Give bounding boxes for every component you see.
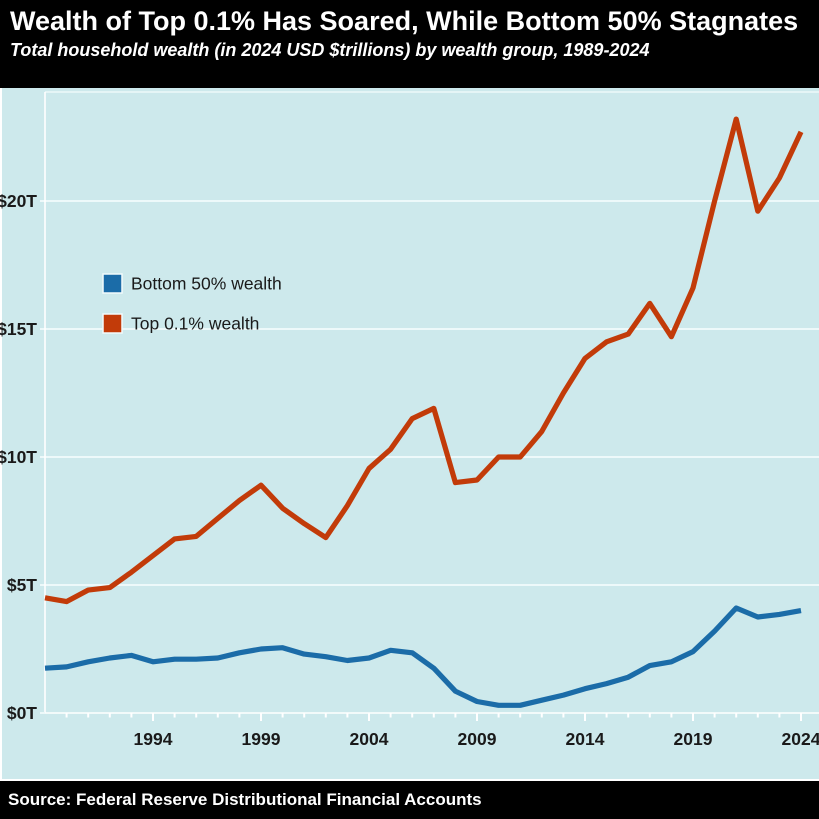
- y-axis-label-$5T: $5T: [7, 575, 37, 595]
- line-series-top01-wealth: [44, 116, 804, 605]
- legend-swatch-bottom50: [102, 273, 123, 294]
- chart-plot-area: 1994 1999 2004 2009 2014 2019 2024 $0T $5T $10T $1…: [0, 88, 819, 779]
- y-axis-label-$15T: $15T: [0, 319, 37, 339]
- legend-label-bottom50: Bottom 50% wealth: [131, 274, 282, 294]
- x-axis-label-1994: 1994: [134, 729, 173, 749]
- x-axis-label-2009: 2009: [458, 729, 497, 749]
- line-series-bottom50-wealth: [44, 605, 802, 708]
- wealth-line-chart: 1994 1999 2004 2009 2014 2019 2024 $0T $5T $10T $1…: [0, 88, 819, 779]
- y-axis-label-$0T: $0T: [7, 703, 37, 723]
- x-axis-label-2014: 2014: [566, 729, 605, 749]
- x-axis-label-2004: 2004: [350, 729, 389, 749]
- chart-subtitle: Total household wealth (in 2024 USD $tri…: [10, 40, 650, 61]
- x-axis-label-2019: 2019: [674, 729, 713, 749]
- x-axis-label-1999: 1999: [242, 729, 281, 749]
- panel-left-edge: [0, 88, 2, 779]
- chart-title: Wealth of Top 0.1% Has Soared, While Bot…: [10, 6, 799, 36]
- x-axis-label-2024: 2024: [782, 729, 819, 749]
- legend-swatch-top01: [102, 313, 123, 334]
- y-axis-label-$10T: $10T: [0, 447, 37, 467]
- chart-header: Wealth of Top 0.1% Has Soared, While Bot…: [0, 0, 819, 88]
- legend-label-top01: Top 0.1% wealth: [131, 314, 259, 334]
- chart-footer: Source: Federal Reserve Distributional F…: [0, 779, 819, 819]
- source-attribution: Source: Federal Reserve Distributional F…: [8, 790, 482, 809]
- y-axis-label-$20T: $20T: [0, 191, 37, 211]
